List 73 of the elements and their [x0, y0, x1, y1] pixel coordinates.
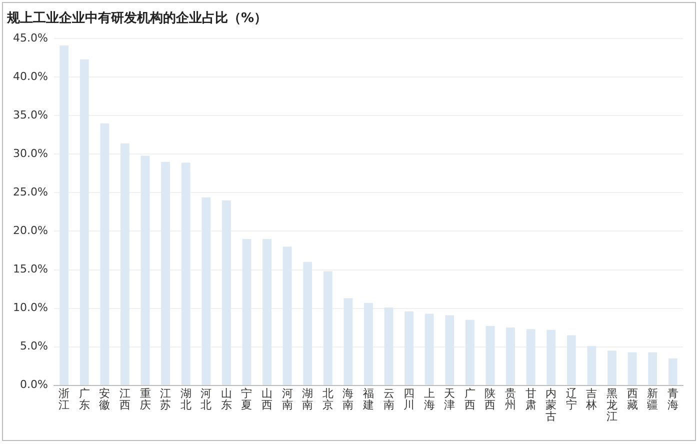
bar: [323, 271, 332, 385]
x-tick-label: 贵州: [505, 386, 516, 412]
bar: [465, 320, 474, 385]
bar: [608, 350, 616, 385]
y-tick-label: 30.0%: [12, 147, 48, 160]
y-tick-label: 20.0%: [12, 224, 48, 238]
bar: [282, 246, 292, 385]
x-tick-label: 青海: [667, 386, 678, 412]
bar: [140, 156, 150, 385]
y-tick-label: 45.0%: [12, 31, 48, 44]
bar: [587, 346, 596, 385]
x-tick-label: 重庆: [140, 386, 151, 412]
y-tick-label: 35.0%: [12, 108, 48, 122]
y-tick-label: 25.0%: [12, 186, 48, 199]
x-tick-label: 福建: [362, 386, 374, 412]
bar: [546, 330, 556, 385]
y-tick-label: 15.0%: [12, 262, 48, 276]
x-tick-label: 广西: [464, 386, 476, 412]
x-tick-label: 宁夏: [241, 386, 252, 412]
y-tick-label: 0.0%: [20, 378, 48, 392]
bar: [303, 262, 312, 385]
bar: [668, 358, 678, 385]
x-tick-label: 上海: [424, 386, 435, 412]
x-tick-label: 陕西: [484, 386, 496, 412]
x-tick-label: 湖南: [302, 386, 314, 412]
x-tick-label: 云南: [383, 386, 394, 412]
bar: [445, 315, 454, 385]
x-tick-label: 安徽: [99, 386, 110, 412]
x-tick-label: 江苏: [160, 386, 172, 412]
x-tick-label: 浙江: [58, 386, 70, 412]
x-tick-label: 河北: [200, 386, 212, 412]
chart-title: 规上工业企业中有研发机构的企业占比（%）: [6, 11, 268, 26]
bar: [566, 335, 576, 385]
x-tick-label: 西藏: [626, 386, 638, 412]
x-tick-label: 辽宁: [566, 386, 577, 412]
x-tick-label: 江西: [119, 386, 130, 412]
bar: [161, 162, 170, 385]
bar: [80, 59, 89, 385]
x-tick-label: 北京: [322, 386, 334, 412]
x-tick-label: 天津: [444, 386, 456, 412]
x-tick-label: 河南: [282, 386, 293, 412]
x-tick-label: 四川: [404, 386, 415, 412]
bar: [486, 326, 495, 385]
bar: [222, 200, 231, 385]
bar: [506, 328, 515, 385]
y-tick-label: 5.0%: [20, 340, 48, 353]
bar: [242, 238, 252, 385]
bar: [384, 308, 394, 385]
x-tick-label: 新疆: [647, 386, 658, 412]
bar: [424, 314, 434, 385]
bar: [344, 298, 353, 385]
x-tick-label: 广东: [78, 386, 90, 412]
x-tick-label: 甘肃: [525, 386, 536, 412]
bar: [404, 311, 414, 385]
bar: [202, 197, 211, 385]
bar: [60, 46, 69, 385]
x-tick-label: 湖北: [180, 386, 192, 412]
x-tick-label: 海南: [342, 386, 354, 412]
bar: [120, 143, 130, 385]
bar: [628, 352, 637, 385]
bar: [262, 238, 272, 385]
bar: [526, 329, 536, 385]
bar: [181, 162, 190, 385]
bar: [648, 352, 658, 385]
bar: [364, 302, 373, 385]
x-tick-label: 内蒙古: [546, 386, 557, 424]
y-tick-label: 40.0%: [12, 70, 48, 83]
x-tick-label: 黑龙江: [606, 386, 618, 424]
x-tick-label: 山西: [262, 386, 273, 412]
y-tick-label: 10.0%: [12, 301, 48, 314]
x-tick-label: 吉林: [585, 386, 598, 412]
bar: [100, 123, 110, 385]
x-tick-label: 山东: [220, 386, 232, 412]
